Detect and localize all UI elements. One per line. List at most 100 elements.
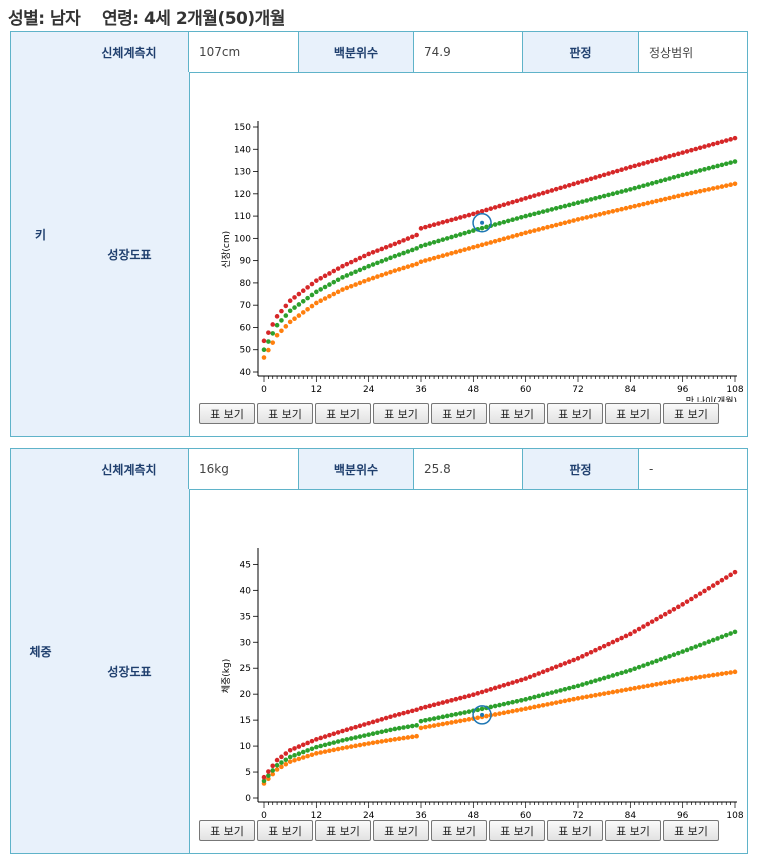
input-point-ring — [472, 213, 492, 233]
data-point — [366, 251, 371, 257]
table-view-button[interactable]: 표 보기 — [373, 403, 429, 424]
data-point — [440, 700, 446, 705]
data-point — [628, 204, 633, 210]
table-view-button[interactable]: 표 보기 — [199, 820, 255, 841]
table-view-button[interactable]: 표 보기 — [489, 403, 545, 424]
table-view-button[interactable]: 표 보기 — [489, 820, 545, 841]
data-point — [728, 182, 733, 188]
data-point — [728, 670, 733, 675]
table-view-button[interactable]: 표 보기 — [257, 820, 313, 841]
data-point — [597, 692, 603, 697]
table-view-button[interactable]: 표 보기 — [199, 403, 255, 424]
data-point — [645, 200, 651, 206]
data-point — [344, 285, 350, 291]
data-point — [732, 181, 738, 187]
data-point — [409, 234, 415, 240]
data-point — [292, 305, 297, 310]
y-tick-label: 20 — [240, 690, 252, 700]
data-point — [266, 347, 271, 353]
data-point — [519, 677, 524, 683]
data-point — [658, 197, 664, 203]
data-point — [305, 740, 310, 746]
table-view-button[interactable]: 표 보기 — [315, 820, 371, 841]
data-point — [484, 688, 489, 693]
data-point — [270, 771, 276, 777]
data-point — [401, 265, 406, 271]
data-point — [632, 629, 637, 634]
table-view-button[interactable]: 표 보기 — [547, 820, 603, 841]
data-point — [566, 182, 572, 188]
data-point — [706, 639, 712, 645]
data-point — [270, 763, 276, 769]
table-view-button[interactable]: 표 보기 — [605, 403, 661, 424]
data-point — [331, 268, 337, 274]
data-point — [322, 296, 328, 301]
x-tick-label: 36 — [415, 385, 427, 395]
data-point — [658, 657, 664, 662]
data-point — [715, 636, 720, 641]
data-point — [671, 174, 677, 180]
data-point — [632, 685, 637, 691]
data-point — [566, 659, 572, 665]
data-point — [392, 726, 398, 732]
data-point — [436, 221, 441, 226]
data-point — [423, 224, 428, 230]
data-point — [335, 739, 341, 744]
data-point — [466, 246, 472, 251]
data-point — [497, 203, 502, 209]
percentile-label: 백분위수 — [299, 449, 414, 489]
table-view-button[interactable]: 표 보기 — [315, 403, 371, 424]
table-view-button[interactable]: 표 보기 — [547, 403, 603, 424]
data-point — [514, 698, 520, 704]
data-point — [619, 688, 624, 693]
data-point — [353, 724, 358, 730]
data-point — [296, 756, 302, 762]
data-point — [314, 278, 319, 283]
table-view-button[interactable]: 표 보기 — [431, 820, 487, 841]
data-point — [392, 241, 398, 247]
x-tick-label: 108 — [726, 385, 743, 395]
data-point — [357, 723, 363, 729]
height-chart: 0 12 24 36 48 60 72 84 96 108 40 50 60 70 80 90 100 110 12… — [221, 121, 744, 402]
data-point — [305, 285, 310, 290]
y-tick-label: 100 — [234, 234, 251, 244]
table-view-button[interactable]: 표 보기 — [605, 820, 661, 841]
data-point — [532, 193, 537, 198]
data-point — [706, 143, 712, 148]
data-point — [362, 278, 367, 284]
data-point — [466, 212, 472, 218]
x-tick-label: 0 — [261, 811, 267, 819]
data-point — [505, 700, 511, 706]
data-point — [667, 679, 672, 685]
data-point — [279, 764, 284, 770]
data-point — [484, 241, 489, 246]
data-point — [300, 755, 306, 760]
data-point — [636, 202, 642, 208]
table-view-button[interactable]: 표 보기 — [663, 403, 719, 424]
data-point — [283, 761, 289, 767]
data-point — [519, 231, 524, 237]
table-view-button[interactable]: 표 보기 — [257, 403, 313, 424]
data-point — [383, 715, 389, 721]
y-tick-label: 120 — [234, 190, 251, 200]
table-view-button[interactable]: 표 보기 — [663, 820, 719, 841]
data-point — [479, 208, 485, 214]
measure-label: 신체계측치 — [70, 449, 189, 489]
data-point — [614, 190, 620, 196]
data-point — [588, 176, 594, 182]
data-point — [580, 216, 585, 221]
data-point — [575, 683, 581, 689]
data-point — [292, 316, 297, 322]
data-point — [274, 332, 280, 338]
data-point — [693, 644, 699, 649]
data-point — [279, 308, 284, 314]
chart-label: 성장도표 — [70, 72, 190, 436]
data-point — [571, 218, 576, 223]
data-point — [375, 730, 380, 736]
data-point — [632, 185, 637, 191]
data-point — [497, 684, 502, 689]
data-point — [510, 699, 515, 705]
table-view-button[interactable]: 표 보기 — [431, 403, 487, 424]
data-point — [702, 641, 707, 646]
table-view-button[interactable]: 표 보기 — [373, 820, 429, 841]
